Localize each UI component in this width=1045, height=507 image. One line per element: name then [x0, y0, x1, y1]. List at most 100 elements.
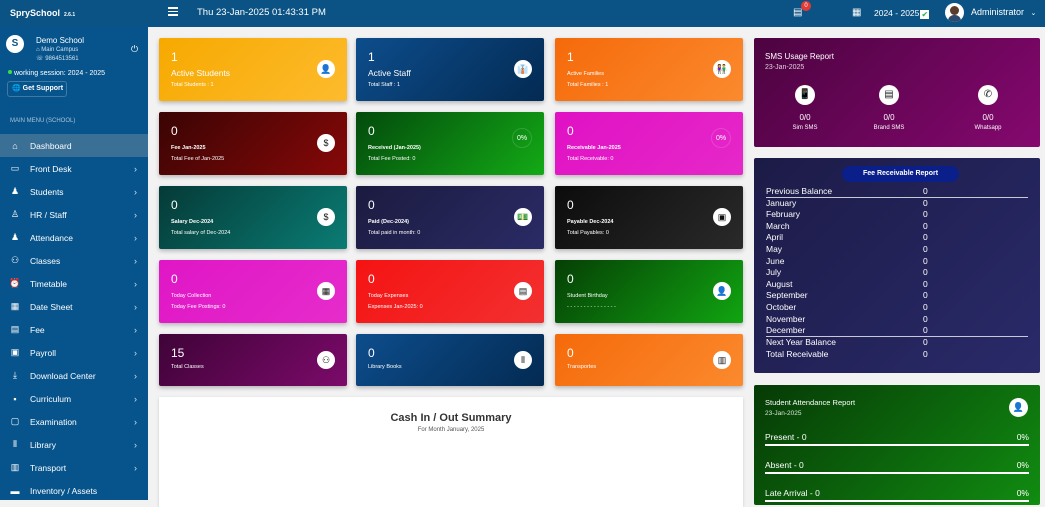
- user-menu[interactable]: Administrator ⌄: [971, 7, 1036, 17]
- percent-ring: 0%: [512, 128, 532, 148]
- sidebar-item-library[interactable]: ⫴ Library ›: [0, 433, 148, 456]
- attendance-panel: Student Attendance Report 23-Jan-2025 👤 …: [754, 385, 1040, 505]
- attendance-percent: 0%: [1016, 460, 1029, 470]
- fee-report-title: Fee Receivable Report: [842, 166, 959, 182]
- main-menu: ⌂ Dashboard ▭ Front Desk › ♟ Students › ♙ HR / St…: [0, 134, 148, 502]
- stat-card-salary-dec-2024[interactable]: 0 Salary Dec-2024 Total salary of Dec-2024…: [159, 186, 347, 249]
- sidebar-item-label: Payroll: [30, 347, 56, 358]
- calendar-icon[interactable]: ▦: [852, 7, 862, 18]
- phone-icon: ☏: [36, 56, 44, 62]
- fee-row: July 0: [766, 267, 1028, 279]
- attendance-row: Present - 0 0%: [765, 432, 1029, 446]
- fee-row-label: November: [766, 313, 806, 324]
- sidebar-item-payroll[interactable]: ▣ Payroll ›: [0, 341, 148, 364]
- sidebar-item-attendance[interactable]: ♟ Attendance ›: [0, 226, 148, 249]
- fee-row-label: Next Year Balance: [766, 337, 836, 348]
- chevron-right-icon: ›: [134, 416, 137, 427]
- fee-icon: ▤: [10, 324, 20, 334]
- card-label: Active Staff: [368, 68, 411, 78]
- stat-card-payable-dec-2024[interactable]: 0 Payable Dec-2024 Total Payables: 0 ▣: [555, 186, 743, 249]
- session-label: 2024 - 2025: [874, 8, 920, 18]
- sidebar-item-timetable[interactable]: ⏰ Timetable ›: [0, 272, 148, 295]
- fee-row-value: 0: [923, 209, 928, 220]
- sidebar-item-label: Transport: [30, 462, 67, 473]
- sidebar-item-hr-staff[interactable]: ♙ HR / Staff ›: [0, 203, 148, 226]
- stat-card-total-classes[interactable]: 15 Total Classes ⚇: [159, 334, 347, 386]
- laptop-icon: ▭: [10, 163, 20, 173]
- chevron-right-icon: ›: [134, 232, 137, 243]
- chevron-down-icon: ⌄: [1030, 10, 1037, 17]
- fee-row-value: 0: [923, 290, 928, 301]
- card-label: Paid (Dec-2024): [368, 219, 409, 225]
- sidebar-item-label: Examination: [30, 416, 77, 427]
- fee-row-value: 0: [923, 325, 928, 336]
- fee-row-label: September: [766, 290, 808, 301]
- chevron-right-icon: ›: [134, 301, 137, 312]
- attendance-icon: ♟: [10, 232, 20, 242]
- stat-card-active-families[interactable]: 1 Active Families Total Families : 1 👫: [555, 38, 743, 101]
- sidebar-item-download-center[interactable]: ⤓ Download Center ›: [0, 364, 148, 387]
- menu-toggle-icon[interactable]: [168, 7, 178, 17]
- fee-row-label: October: [766, 302, 797, 312]
- sidebar-item-label: Download Center: [30, 370, 96, 381]
- sidebar-item-label: Students: [30, 186, 64, 197]
- sidebar-item-date-sheet[interactable]: ▦ Date Sheet ›: [0, 295, 148, 318]
- sms-date: 23-Jan-2025: [765, 64, 805, 71]
- card-label: Transportes: [567, 364, 597, 370]
- sidebar-item-dashboard[interactable]: ⌂ Dashboard: [0, 134, 148, 157]
- stat-card-paid-dec-2024[interactable]: 0 Paid (Dec-2024) Total paid in month: 0 💵: [356, 186, 544, 249]
- percent-ring: 0%: [711, 128, 731, 148]
- chevron-right-icon: ›: [134, 347, 137, 358]
- stat-card-receivable-jan-2025[interactable]: 0 Receivable Jan-2025 Total Receivable: 0 0…: [555, 112, 743, 175]
- classes-icon: ⚇: [317, 351, 335, 369]
- sms-stat: ✆ 0/0 Whatsapp: [958, 85, 1018, 131]
- session-selector[interactable]: 2024 - 2025 ✔: [874, 8, 930, 19]
- fee-row-label: July: [766, 267, 782, 278]
- whatsapp-icon: ✆: [978, 85, 998, 105]
- chevron-right-icon: ›: [134, 255, 137, 266]
- stat-card-fee-jan-2025[interactable]: 0 Fee Jan-2025 Total Fee of Jan-2025 $: [159, 112, 347, 175]
- stat-card-library-books[interactable]: 0 Library Books ⫴: [356, 334, 544, 386]
- brand-logo[interactable]: SprySchool 2.6.1: [10, 8, 75, 18]
- building-icon: ⌂: [36, 47, 40, 53]
- power-icon[interactable]: ⏻: [131, 44, 139, 54]
- cash-summary-title: Cash In / Out Summary: [390, 412, 512, 424]
- chevron-right-icon: ›: [134, 324, 137, 335]
- briefcase-icon: ▬: [10, 485, 20, 496]
- alarm-clock-icon: ⏰: [9, 278, 21, 288]
- sidebar-item-fee[interactable]: ▤ Fee ›: [0, 318, 148, 341]
- sidebar-item-front-desk[interactable]: ▭ Front Desk ›: [0, 157, 148, 180]
- menu-heading: MAIN MENU (SCHOOL): [10, 118, 76, 124]
- fee-row-value: 0: [923, 278, 928, 289]
- stat-card-student-birthday[interactable]: 0 Student Birthday - - - - - - - - - - - -…: [555, 260, 743, 323]
- sidebar-item-transport[interactable]: ▥ Transport ›: [0, 456, 148, 479]
- attendance-label: Late Arrival - 0: [765, 488, 820, 498]
- attendance-percent: 0%: [1016, 488, 1029, 498]
- stat-card-transportes[interactable]: 0 Transportes ▥: [555, 334, 743, 386]
- calendar-icon: ▦: [317, 282, 335, 300]
- user-check-icon[interactable]: 👤: [1009, 398, 1028, 417]
- sidebar-item-label: Inventory / Assets: [30, 485, 98, 496]
- fee-row-label: Previous Balance: [766, 186, 833, 196]
- card-subtext: Total Payables: 0: [567, 230, 609, 236]
- get-support-button[interactable]: 🌐 Get Support: [7, 81, 67, 97]
- card-value: 0: [171, 272, 178, 286]
- sidebar-item-curriculum[interactable]: ▪ Curriculum ›: [0, 387, 148, 410]
- stat-card-today-expenses[interactable]: 0 Today Expenses Expenses Jan-2025: 0 ▤: [356, 260, 544, 323]
- sidebar-item-examination[interactable]: ▢ Examination ›: [0, 410, 148, 433]
- clipboard-icon[interactable]: ▤: [793, 7, 803, 18]
- avatar[interactable]: [945, 3, 964, 22]
- sidebar-item-students[interactable]: ♟ Students ›: [0, 180, 148, 203]
- card-subtext: Total Families : 1: [567, 82, 609, 88]
- sidebar-item-classes[interactable]: ⚇ Classes ›: [0, 249, 148, 272]
- stat-card-active-staff[interactable]: 1 Active Staff Total Staff : 1 👔: [356, 38, 544, 101]
- stat-card-active-students[interactable]: 1 Active Students Total Students : 1 👤: [159, 38, 347, 101]
- sidebar-item-inventory-assets[interactable]: ▬ Inventory / Assets: [0, 479, 148, 502]
- card-subtext: Total paid in month: 0: [368, 230, 421, 236]
- stat-card-received-jan-2025[interactable]: 0 Received (Jan-2025) Total Fee Posted: 0 0…: [356, 112, 544, 175]
- fee-row: March 0: [766, 221, 1028, 233]
- card-subtext: - - - - - - - - - - - - - - -: [567, 304, 616, 310]
- cash-icon: 💵: [514, 208, 532, 226]
- stat-card-today-collection[interactable]: 0 Today Collection Today Fee Postings: 0 ▦: [159, 260, 347, 323]
- fee-row-value: 0: [923, 313, 928, 324]
